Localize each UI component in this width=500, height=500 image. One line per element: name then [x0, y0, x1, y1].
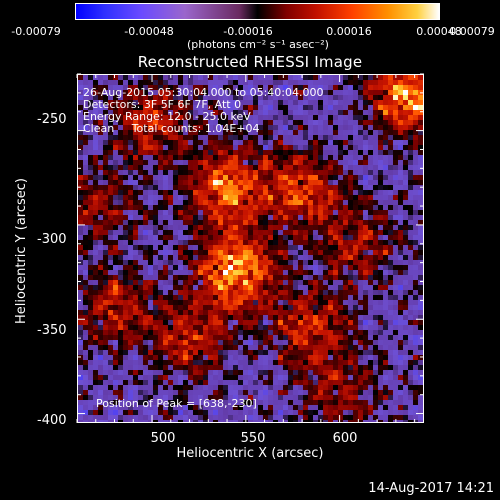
- annotation-detectors: Detectors: 3F 5F 6F 7F, Att 0: [83, 98, 242, 111]
- annotation-energy: Energy Range: 12.0 - 25.0 keV: [83, 110, 251, 123]
- colorbar-tick: 0.00016: [326, 25, 372, 38]
- colorbar-units-label: (photons cm⁻² s⁻¹ asec⁻²): [187, 38, 329, 51]
- y-tick-label: -300: [37, 232, 67, 247]
- plot-area: [77, 74, 424, 423]
- annotation-block: 26-Aug-2015 05:30:04.000 to 05:40:04.000…: [83, 87, 324, 135]
- colorbar-tick: -0.00016: [223, 25, 273, 38]
- footer-timestamp: 14-Aug-2017 14:21: [368, 481, 494, 496]
- x-tick-label: 500: [150, 431, 176, 446]
- y-axis-label: Heliocentric Y (arcsec): [14, 178, 29, 324]
- colorbar-tick: 0.00079: [449, 25, 495, 38]
- colorbar: [75, 3, 440, 20]
- x-axis-label: Heliocentric X (arcsec): [176, 446, 324, 461]
- x-tick-label: 550: [240, 431, 266, 446]
- annotation-peak: Position of Peak = [638,-230]: [96, 397, 257, 410]
- chart-title: Reconstructed RHESSI Image: [137, 53, 363, 71]
- y-tick-label: -350: [37, 323, 67, 338]
- y-tick-label: -250: [37, 112, 67, 127]
- x-tick-label: 600: [332, 431, 358, 446]
- colorbar-tick: 0.00048: [416, 25, 462, 38]
- colorbar-tick: -0.00079: [11, 25, 61, 38]
- annotation-time: 26-Aug-2015 05:30:04.000 to 05:40:04.000: [83, 86, 324, 99]
- heatmap-image: [78, 75, 423, 422]
- colorbar-tick-labels: -0.00079 -0.00048 -0.00016 0.00016 0.000…: [0, 25, 500, 39]
- y-tick-label: -400: [37, 413, 67, 428]
- colorbar-tick: -0.00048: [124, 25, 174, 38]
- annotation-method: Clean Total counts: 1.04E+04: [83, 122, 260, 135]
